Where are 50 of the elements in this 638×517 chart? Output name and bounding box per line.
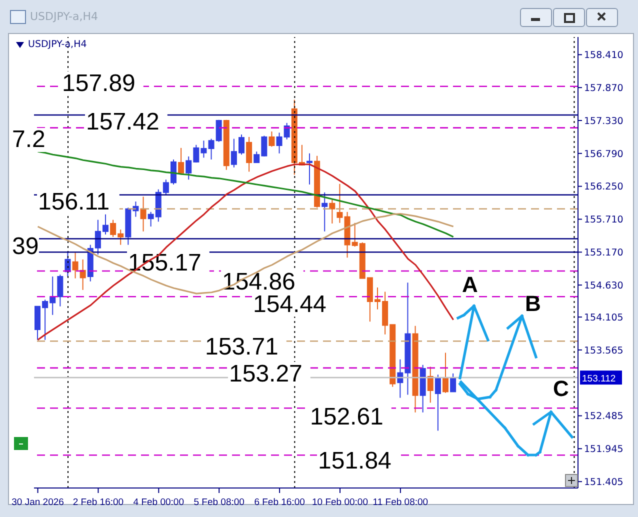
y-tick-label: 152.485 bbox=[584, 411, 624, 422]
y-tick-label: 156.250 bbox=[584, 182, 624, 193]
candlestick bbox=[427, 366, 434, 404]
y-tick-label: 157.330 bbox=[584, 116, 624, 127]
y-tick-label: 155.710 bbox=[584, 214, 624, 226]
x-tick-label: 11 Feb 08:00 bbox=[372, 497, 428, 508]
candlestick bbox=[178, 147, 184, 176]
x-tick-label: 10 Feb 00:00 bbox=[312, 497, 368, 508]
x-tick-label: 30 Jan 2026 bbox=[12, 497, 64, 508]
candlestick bbox=[246, 136, 252, 172]
candlestick bbox=[57, 274, 64, 307]
ref-line-label: 153.71 bbox=[205, 334, 278, 361]
text: C bbox=[553, 376, 569, 401]
annotation: 7.2 bbox=[12, 126, 46, 153]
candlestick bbox=[434, 374, 441, 432]
ref-line-label: 154.44 bbox=[253, 291, 326, 318]
candlestick bbox=[268, 130, 275, 148]
candlestick bbox=[336, 183, 343, 224]
candlestick bbox=[450, 372, 456, 392]
y-tick-label: 154.105 bbox=[584, 312, 624, 324]
ref-line-label: 151.84 bbox=[318, 448, 392, 475]
y-tick-label: 153.565 bbox=[584, 345, 624, 356]
chart-subtitle: USDJPY-a,H4 bbox=[28, 39, 87, 50]
text: A bbox=[462, 272, 478, 297]
y-tick-label: 151.945 bbox=[584, 444, 624, 456]
ref-line-label: 153.112 bbox=[582, 374, 616, 385]
y-tick-label: 158.410 bbox=[584, 50, 624, 62]
annotation: 39 bbox=[12, 233, 39, 260]
candlestick bbox=[140, 196, 146, 232]
y-tick-label: 155.170 bbox=[584, 248, 624, 259]
candlestick bbox=[306, 152, 312, 185]
ref-line-label: 156.11 bbox=[38, 188, 110, 216]
candlestick bbox=[329, 199, 336, 224]
y-tick-label: 151.405 bbox=[584, 476, 624, 488]
x-tick-label: 6 Feb 16:00 bbox=[254, 497, 305, 508]
candlestick bbox=[322, 192, 328, 232]
line-series bbox=[36, 212, 454, 294]
ref-line-label: 152.61 bbox=[310, 404, 384, 431]
y-tick-label: 157.870 bbox=[584, 82, 624, 94]
x-tick-label: 2 Feb 16:00 bbox=[72, 497, 124, 508]
x-tick-label: 4 Feb 00:00 bbox=[133, 497, 184, 508]
candlestick bbox=[442, 352, 448, 394]
ref-line-label: 157.89 bbox=[62, 70, 136, 97]
text: B bbox=[525, 291, 541, 316]
ref-line-label: 153.27 bbox=[229, 360, 302, 388]
y-tick-label: 154.630 bbox=[584, 280, 624, 292]
y-tick-label: 156.790 bbox=[584, 148, 624, 160]
ref-line-label: 157.42 bbox=[86, 108, 160, 136]
x-tick-label: 5 Feb 08:00 bbox=[194, 497, 244, 508]
chart-title: USDJPY-a,H4 bbox=[30, 10, 98, 23]
